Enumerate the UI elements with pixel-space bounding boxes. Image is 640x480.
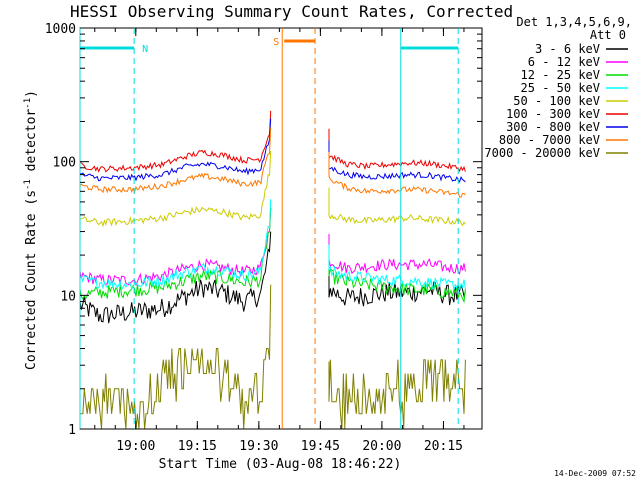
y-tick-label: 100: [53, 156, 76, 171]
legend-label: 6 - 12 keV: [528, 55, 600, 69]
series-line: [79, 207, 272, 300]
x-tick-label: 20:00: [362, 439, 401, 454]
series-line: [328, 359, 466, 430]
y-tick-label: 1000: [45, 22, 76, 37]
series-line: [79, 118, 272, 182]
series-line: [328, 140, 466, 183]
series-line: [328, 151, 466, 198]
legend-label: 50 - 100 keV: [513, 94, 600, 108]
x-tick-label: 19:45: [301, 439, 340, 454]
series-2: [79, 207, 466, 304]
annotation-night-1: [400, 28, 459, 429]
series-3: [79, 199, 466, 291]
legend-label: 300 - 800 keV: [506, 120, 600, 134]
series-4: [79, 151, 466, 228]
legend-label: 100 - 300 keV: [506, 107, 600, 121]
marker-label: S: [273, 37, 279, 48]
legend-label: 800 - 7000 keV: [499, 133, 600, 147]
legend-label: 25 - 50 keV: [521, 81, 600, 95]
series-line: [328, 128, 466, 173]
y-tick-label: 1: [68, 423, 76, 438]
x-tick-label: 19:15: [178, 439, 217, 454]
legend-label: 7000 - 20000 keV: [484, 146, 600, 160]
y-tick-label: 10: [60, 289, 76, 304]
x-axis-label: Start Time (03-Aug-08 18:46:22): [159, 457, 402, 472]
x-tick-label: 19:00: [116, 439, 155, 454]
series-line: [328, 262, 466, 307]
plot-area: [79, 110, 466, 430]
series-line: [79, 231, 272, 324]
y-axis-label: Corrected Count Rate (s-1 detector-1): [23, 90, 39, 370]
series-7: [79, 127, 466, 198]
x-tick-label: 19:30: [239, 439, 278, 454]
series-line: [79, 151, 272, 228]
series-line: [328, 233, 466, 276]
annotation-saa-2: S: [273, 28, 316, 429]
series-line: [328, 187, 466, 227]
annotation-night-0: N: [79, 28, 148, 429]
series-8: [80, 284, 466, 430]
legend-header-line2: Att 0: [590, 28, 626, 42]
series-6: [79, 118, 466, 183]
x-tick-label: 20:15: [424, 439, 463, 454]
series-line: [79, 110, 272, 173]
marker-label: N: [142, 44, 148, 55]
footer-date: 14-Dec-2009 07:52: [554, 469, 636, 478]
series-0: [79, 231, 466, 324]
annotation-layer: NS: [79, 28, 459, 429]
plot-frame: [79, 27, 483, 430]
legend-label: 3 - 6 keV: [535, 42, 600, 56]
series-line: [79, 127, 272, 194]
axis-layer: 19:00 19:15 19:30 19:45 20:00 20:15 1 10 100 1000: [45, 22, 482, 454]
chart-title: HESSI Observing Summary Count Rates, Cor…: [70, 2, 513, 21]
series-line: [80, 284, 272, 430]
legend-header-line1: Det 1,3,4,5,6,9,: [516, 15, 632, 29]
series-5: [79, 110, 466, 173]
series-line: [79, 199, 272, 291]
legend-label: 12 - 25 keV: [521, 68, 600, 82]
series-line: [328, 244, 466, 291]
